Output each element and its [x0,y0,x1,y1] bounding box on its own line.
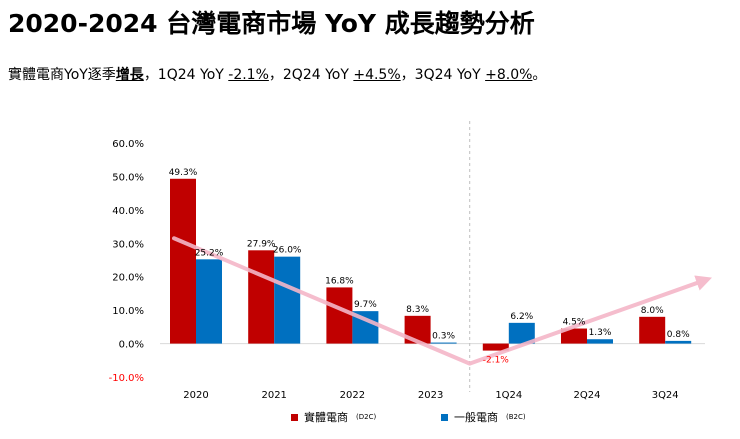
x-tick-label-2022: 2022 [340,390,365,401]
bar-d2c-3Q24 [639,316,666,344]
y-tick-label: 50.0% [112,172,144,183]
bar-b2c-3Q24 [665,340,692,344]
label-d2c-2020: 49.3% [169,168,198,178]
label-d2c-2Q24: 4.5% [563,318,586,328]
y-tick-label: 10.0% [112,306,144,317]
legend-b2c-swatch [441,413,448,421]
legend-b2c-tag: (B2C) [506,413,526,421]
y-tick-label: 40.0% [112,206,144,217]
bar-b2c-2020 [196,259,222,344]
bar-d2c-2022 [326,287,353,344]
subtitle-end: 。 [532,67,547,83]
y-tick-label: 30.0% [112,239,144,250]
legend-b2c: 一般電商 (B2C) [441,409,526,425]
label-b2c-2021: 26.0% [273,246,302,256]
trend-arrow [172,236,712,366]
bar-b2c-2023 [430,342,457,344]
subtitle-sep2: ，2Q24 YoY [268,67,354,83]
subtitle-3q24-value: +8.0% [485,67,533,83]
label-b2c-2023: 0.3% [432,332,455,342]
bar-b2c-2Q24 [587,339,613,344]
x-tick-label-3Q24: 3Q24 [652,390,679,401]
y-tick-label: 20.0% [112,273,144,284]
bar-b2c-1Q24 [508,322,535,344]
y-tick-label: 0.0% [119,340,144,351]
legend-d2c-tag: (D2C) [356,413,377,421]
label-d2c-2021: 27.9% [247,239,276,249]
label-b2c-2Q24: 1.3% [589,328,612,338]
label-d2c-3Q24: 8.0% [641,306,664,316]
x-tick-label-2020: 2020 [183,390,208,401]
subtitle-1q24-value: -2.1% [228,67,269,83]
bar-d2c-2Q24 [561,328,587,344]
bar-d2c-1Q24 [482,343,509,351]
x-tick-label-2023: 2023 [418,390,443,401]
page-title: 2020-2024 台灣電商市場 YoY 成長趨勢分析 [8,9,535,38]
legend-b2c-label: 一般電商 [454,411,498,424]
subtitle-sep3: ，3Q24 YoY [400,67,486,83]
x-tick-label-1Q24: 1Q24 [495,390,522,401]
label-d2c-2023: 8.3% [406,305,429,315]
subtitle-2q24-value: +4.5% [353,67,401,83]
legend-d2c: 實體電商 (D2C) [291,409,376,425]
subtitle-emphasis: 增長 [115,67,144,83]
bar-d2c-2020 [170,178,196,344]
x-tick-label-2021: 2021 [261,390,286,401]
label-b2c-2022: 9.7% [354,300,377,310]
y-tick-label: 60.0% [112,139,144,150]
label-d2c-2022: 16.8% [325,276,354,286]
label-b2c-3Q24: 0.8% [667,330,690,340]
label-b2c-2020: 25.2% [195,248,224,258]
label-d2c-1Q24: -2.1% [483,356,510,366]
bar-d2c-2021 [248,250,275,344]
subtitle-prefix: 實體電商YoY逐季 [8,67,116,83]
bar-b2c-2021 [274,256,301,344]
subtitle-sep1: ，1Q24 YoY [143,67,229,83]
x-tick-label-2Q24: 2Q24 [574,390,601,401]
y-tick-label: -10.0% [109,373,144,384]
subtitle: 實體電商YoY逐季增長，1Q24 YoY -2.1%，2Q24 YoY +4.5… [8,64,546,84]
label-b2c-1Q24: 6.2% [510,312,533,322]
legend-d2c-label: 實體電商 [304,411,348,424]
legend-d2c-swatch [291,413,298,421]
